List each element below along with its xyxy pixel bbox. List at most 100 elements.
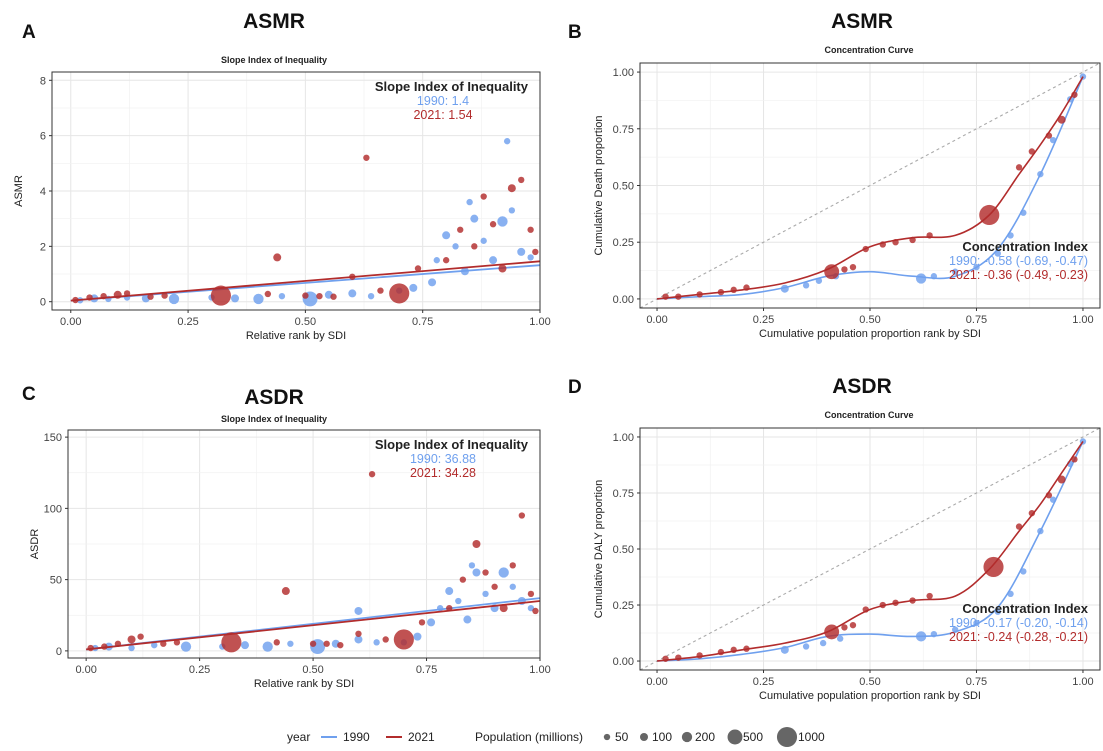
- data-point-1990: [354, 606, 363, 615]
- data-point-1990: [348, 289, 357, 298]
- x-tick-label: 0.50: [859, 676, 880, 688]
- x-tick-label: 1.00: [1072, 676, 1093, 688]
- data-point-1990: [180, 641, 192, 652]
- y-tick-label: 8: [40, 75, 46, 87]
- panel-b: B ASMR Concentration Curve 0.00 0.25 0.50 0.75…: [568, 10, 1101, 340]
- data-point-2021: [457, 226, 464, 233]
- chart-title: ASMR: [831, 10, 893, 33]
- data-point-2021: [1057, 475, 1066, 484]
- data-point-2021: [482, 569, 489, 576]
- equality-line: [640, 63, 1100, 308]
- data-point-2021: [355, 630, 362, 637]
- data-point-1990: [442, 231, 451, 240]
- concentration-curve-2021: [656, 440, 1084, 662]
- x-tick-label: 0.75: [966, 314, 987, 326]
- data-point-2021: [841, 624, 848, 631]
- x-tick-label: 0.75: [416, 664, 437, 676]
- legend-size-key: [603, 733, 611, 741]
- x-tick-label: 0.25: [753, 676, 774, 688]
- legend-size-label: 1000: [798, 730, 825, 744]
- grid: [68, 430, 541, 658]
- data-point-2021: [281, 587, 290, 596]
- data-point-1990: [445, 587, 454, 596]
- data-point-2021: [518, 512, 526, 519]
- x-tick-label: 0.75: [412, 316, 433, 328]
- data-point-2021: [480, 193, 487, 200]
- chart-subtitle: Concentration Curve: [824, 45, 913, 55]
- data-point-2021: [926, 592, 933, 600]
- data-point-1990: [452, 243, 459, 250]
- x-axis-title: Relative rank by SDI: [246, 330, 346, 342]
- panel-d: D ASDR Concentration Curve 0.00 0.25 0.50 0.75…: [568, 375, 1101, 702]
- plot-data: [640, 63, 1100, 308]
- legend-size-key: [681, 731, 693, 743]
- data-point-1990: [262, 641, 273, 652]
- annotation-line-2021: 2021: 1.54: [413, 108, 472, 122]
- x-axis-title: Cumulative population proportion rank by…: [759, 690, 981, 702]
- data-point-2021: [849, 263, 857, 271]
- data-point-2021: [1028, 509, 1036, 517]
- x-tick-label: 0.25: [753, 314, 774, 326]
- data-point-2021: [210, 285, 231, 306]
- data-point-1990: [498, 567, 509, 578]
- legend-label-1990: 1990: [343, 730, 370, 744]
- legend-size-key: [776, 726, 798, 748]
- data-point-1990: [287, 640, 294, 647]
- y-axis-title: ASDR: [29, 529, 41, 560]
- data-point-1990: [472, 568, 481, 577]
- y-tick-label: 100: [44, 503, 62, 515]
- data-point-2021: [316, 292, 323, 300]
- data-point-2021: [498, 264, 507, 273]
- plot-data: [640, 428, 1100, 670]
- legend-year-title: year: [287, 730, 310, 744]
- data-point-1990: [503, 138, 511, 145]
- annotation-line-2021: 2021: 34.28: [410, 466, 476, 480]
- annotation-line-1990: 1990: 36.88: [410, 452, 476, 466]
- data-point-2021: [849, 622, 857, 629]
- y-tick-label: 1.00: [613, 67, 634, 79]
- annotation-line-1990: 1990: -0.17 (-0.20, -0.14): [949, 616, 1088, 630]
- data-point-1990: [373, 639, 380, 646]
- x-tick-label: 1.00: [529, 316, 550, 328]
- legend-size-key: [640, 733, 648, 741]
- data-point-2021: [273, 253, 282, 262]
- data-point-1990: [466, 198, 473, 206]
- data-point-2021: [489, 221, 497, 228]
- fit-line-2021: [70, 260, 540, 302]
- panel-letter: C: [22, 384, 36, 405]
- y-tick-label: 0.25: [613, 600, 634, 612]
- data-point-1990: [802, 643, 810, 650]
- legend-size-label: 50: [615, 730, 629, 744]
- data-point-1990: [517, 247, 526, 256]
- data-point-2021: [509, 562, 516, 569]
- data-point-2021: [824, 264, 840, 280]
- data-point-2021: [264, 290, 272, 298]
- y-tick-label: 50: [50, 575, 62, 587]
- annotation-title: Slope Index of Inequality: [375, 437, 529, 452]
- data-point-2021: [459, 576, 467, 583]
- x-tick-label: 1.00: [529, 664, 550, 676]
- data-point-1990: [802, 282, 810, 289]
- concentration-curve-1990: [656, 76, 1084, 300]
- data-point-1990: [455, 597, 462, 605]
- data-point-1990: [241, 641, 249, 650]
- y-tick-label: 150: [44, 432, 62, 444]
- plot-frame: [639, 62, 1101, 309]
- data-point-2021: [527, 226, 534, 233]
- data-point-1990: [151, 641, 158, 649]
- data-point-2021: [414, 265, 422, 272]
- chart-title: ASDR: [832, 375, 892, 398]
- legend-pop-title: Population (millions): [475, 730, 583, 744]
- data-point-2021: [393, 629, 414, 650]
- x-tick-label: 0.50: [859, 314, 880, 326]
- annotation-line-1990: 1990: 1.4: [417, 94, 469, 108]
- data-point-2021: [442, 257, 450, 264]
- data-point-1990: [278, 292, 286, 300]
- data-point-1990: [480, 237, 487, 244]
- x-tick-label: 0.00: [60, 316, 81, 328]
- data-point-1990: [508, 207, 516, 214]
- grid: [640, 428, 1100, 670]
- annotation-title: Concentration Index: [962, 239, 1088, 254]
- data-point-2021: [137, 633, 144, 640]
